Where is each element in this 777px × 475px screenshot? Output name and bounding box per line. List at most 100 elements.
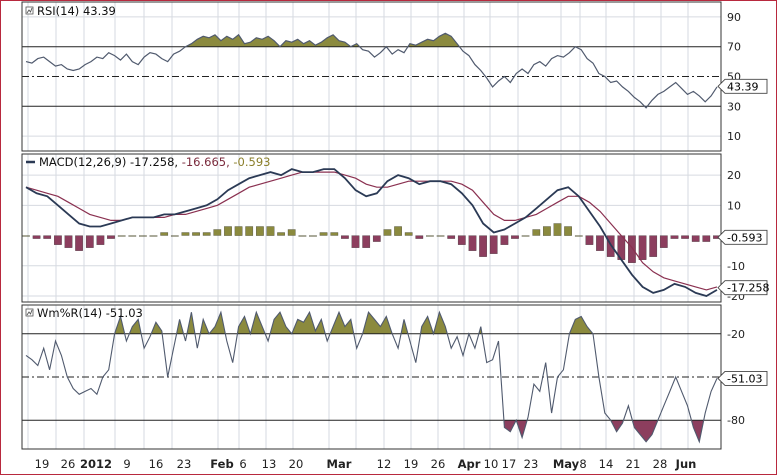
macd-histogram-bar [415,235,424,239]
wmr-y-tick-label: -20 [727,328,745,341]
rsi-last-value-tag: 43.39 [717,78,768,94]
macd-histogram-bar [287,229,296,236]
x-tick-label: 12 [377,457,392,471]
macd-histogram-bar [149,235,158,237]
macd-histogram-bar [266,226,275,236]
panel-0-frame [21,1,722,152]
rsi-title: RSI(14) 43.39 [37,4,116,18]
x-tick-label: 23 [177,457,192,471]
x-tick-label: 28 [653,457,668,471]
macd-line-value-tag: -17.258 [717,280,769,296]
macd-histogram-bar [107,235,115,239]
wmr-overbought-fill-area [186,312,195,334]
macd-histogram-bar [691,235,700,242]
wmr-overbought-fill-area [129,319,142,334]
macd-histogram-bar [447,235,456,239]
macd-histogram-bar [85,235,94,248]
macd-title-value: -17.258, [130,155,182,169]
macd-histogram-bar [43,235,52,239]
macd-histogram-bar [181,232,190,236]
macd-histogram-bar [330,232,339,236]
macd-line-value-tag-text: -17.258 [727,282,769,295]
macd-title: MACD(12,26,9) -17.258, -16.665, -0.593 [39,155,270,169]
wmr-overbought-fill-area [270,312,326,334]
macd-histogram-bar [468,235,477,251]
wmr-last-value-tag-shape [717,371,768,386]
rsi-title-value: 43.39 [83,4,116,18]
macd-histogram-bar [394,226,402,236]
macd-line [25,168,718,297]
x-tick-label: 19 [404,457,419,471]
x-tick-label: Apr [458,457,481,471]
panel-1-frame [21,153,722,303]
macd-histogram-bar [659,235,668,248]
macd-histogram-bar [117,235,126,237]
macd-histogram-bar [426,235,434,237]
macd-histogram-bar [298,235,307,237]
macd-histogram-bar [32,235,41,239]
wmr-y-tick-label: -80 [727,414,745,427]
macd-histogram-bar [256,226,264,236]
x-tick-label: 16 [149,457,164,471]
x-tick-label: 8 [579,457,586,471]
macd-histogram-bar [436,235,445,237]
macd-title-value: -0.593 [233,155,270,169]
macd-histogram-bar [192,232,200,236]
macd-histogram-bar [681,235,689,239]
macd-histogram-bar [457,235,466,245]
wmr-oversold-fill-area [503,420,528,438]
panel-0-hgrid [22,16,721,137]
macd-histogram-bar [564,226,572,236]
macd-histogram-bar [553,223,562,236]
macd-histogram-bar [351,235,360,248]
macd-histogram-bar [139,235,147,237]
x-tick-label: 23 [524,457,539,471]
rsi-y-tick-label: 90 [727,11,741,24]
macd-histogram-bar [54,235,62,245]
macd-histogram-bar [532,229,541,236]
macd-histogram-bar [160,232,169,236]
macd-histogram-bar [372,235,381,242]
macd-histogram-bar [202,232,211,236]
macd-histogram-bar [96,235,105,245]
macd-histogram-bar [585,235,594,245]
x-tick-label: 2012 [80,457,112,471]
rsi-last-value-tag-shape [717,78,768,94]
macd-histogram-bar [670,235,679,239]
macd-line-value-tag-shape [717,280,768,296]
x-tick-label: 10 [484,457,499,471]
macd-histogram-bar [277,232,285,236]
rsi-y-tick-label: 70 [727,41,741,54]
rsi-title-icon [25,6,34,15]
x-tick-label: May [553,457,580,471]
macd-histogram-bar [224,226,232,236]
wmr-oversold-fill [503,420,704,442]
rsi-y-tick-label: 30 [727,100,741,113]
macd-histogram-value-tag-text: -0.593 [727,231,762,244]
rsi-last-value-tag-text: 43.39 [727,80,759,93]
macd-histogram-bar [649,235,658,257]
macd-histogram-bar [64,235,73,248]
macd-histogram-bar [383,229,392,236]
wmr-last-value-tag-text: -51.03 [727,372,762,385]
rsi-y-tick-label: 10 [727,130,741,143]
macd-histogram-bar [521,235,530,237]
wmr-oversold-fill-area [632,420,658,442]
panel-1-grid [27,154,689,302]
macd-histogram-bar [319,232,328,236]
macd-histogram-bar [511,235,519,239]
macd-histogram-bar [596,235,604,251]
x-tick-label: 9 [123,457,130,471]
x-tick-label: 6 [239,457,246,471]
macd-histogram-bar [543,226,551,236]
macd-histogram-value-tag-shape [717,229,768,245]
rsi-overbought-fill-area [407,33,460,47]
rsi-line [25,32,718,109]
macd-histogram-bar [341,235,349,239]
wmr-overbought-fill-area [176,319,184,334]
macd-histogram-bar [213,229,222,236]
macd-histogram-value-tag: -0.593 [717,229,768,245]
macd-histogram-bar [22,235,30,237]
